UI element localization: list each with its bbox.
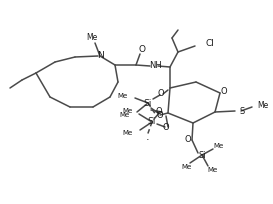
Text: Me: Me	[86, 32, 98, 41]
Text: O: O	[163, 122, 169, 132]
Text: S: S	[239, 106, 244, 115]
Text: Si: Si	[144, 99, 152, 108]
Text: Me: Me	[123, 130, 133, 136]
Text: O: O	[138, 44, 146, 53]
Text: Si: Si	[198, 151, 206, 160]
Text: Me: Me	[123, 108, 133, 114]
Text: Me: Me	[181, 164, 191, 170]
Text: O: O	[157, 111, 163, 120]
Text: NH: NH	[149, 61, 161, 71]
Text: O: O	[156, 108, 162, 116]
Text: Me: Me	[118, 93, 128, 99]
Text: Me: Me	[120, 112, 130, 118]
Text: Cl: Cl	[205, 40, 214, 49]
Text: O: O	[158, 90, 164, 99]
Text: Si: Si	[148, 118, 156, 126]
Text: O: O	[185, 135, 191, 144]
Text: Me: Me	[257, 102, 268, 111]
Text: Me: Me	[214, 143, 224, 149]
Text: O: O	[221, 88, 227, 96]
Text: Me: Me	[207, 167, 217, 173]
Text: ·: ·	[146, 135, 150, 145]
Text: N: N	[97, 51, 103, 61]
